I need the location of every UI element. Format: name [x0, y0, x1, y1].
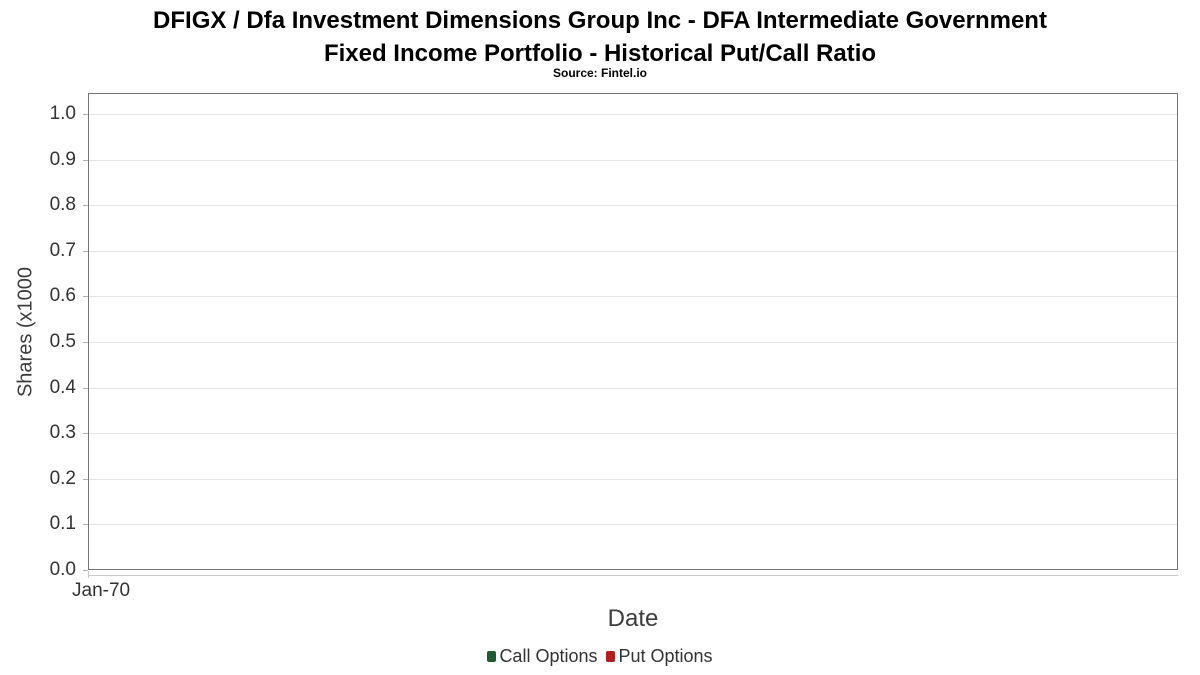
plot-area	[88, 93, 1178, 570]
h-gridline	[89, 296, 1177, 297]
chart-title-line-2: Fixed Income Portfolio - Historical Put/…	[323, 40, 877, 67]
h-gridline	[89, 433, 1177, 434]
h-gridline	[89, 160, 1177, 161]
h-gridline	[89, 342, 1177, 343]
h-gridline	[89, 524, 1177, 525]
legend: Call Options Put Options	[0, 646, 1200, 667]
h-gridline	[89, 114, 1177, 115]
x-axis-label: Date	[607, 605, 659, 632]
x-tick-mark	[88, 571, 89, 578]
chart-title-line-1: DFIGX / Dfa Investment Dimensions Group …	[153, 7, 1047, 34]
y-axis-label: Shares (x1000	[14, 266, 37, 397]
h-gridline	[89, 205, 1177, 206]
chart-subtitle: Source: Fintel.io	[552, 66, 647, 80]
put-options-marker-icon	[606, 651, 616, 662]
legend-item-label: Put Options	[618, 646, 713, 666]
legend-item-call-options[interactable]: Call Options	[487, 646, 597, 667]
h-gridline	[89, 479, 1177, 480]
call-options-marker-icon	[487, 651, 497, 662]
y-axis-label-container: Shares (x1000	[0, 93, 52, 570]
chart-title: DFIGX / Dfa Investment Dimensions Group …	[0, 4, 1200, 70]
x-tick-label: Jan-70	[72, 580, 131, 601]
legend-item-put-options[interactable]: Put Options	[606, 646, 713, 667]
x-axis-line	[88, 575, 1178, 576]
h-gridline	[89, 388, 1177, 389]
legend-item-label: Call Options	[499, 646, 598, 666]
h-gridline	[89, 251, 1177, 252]
